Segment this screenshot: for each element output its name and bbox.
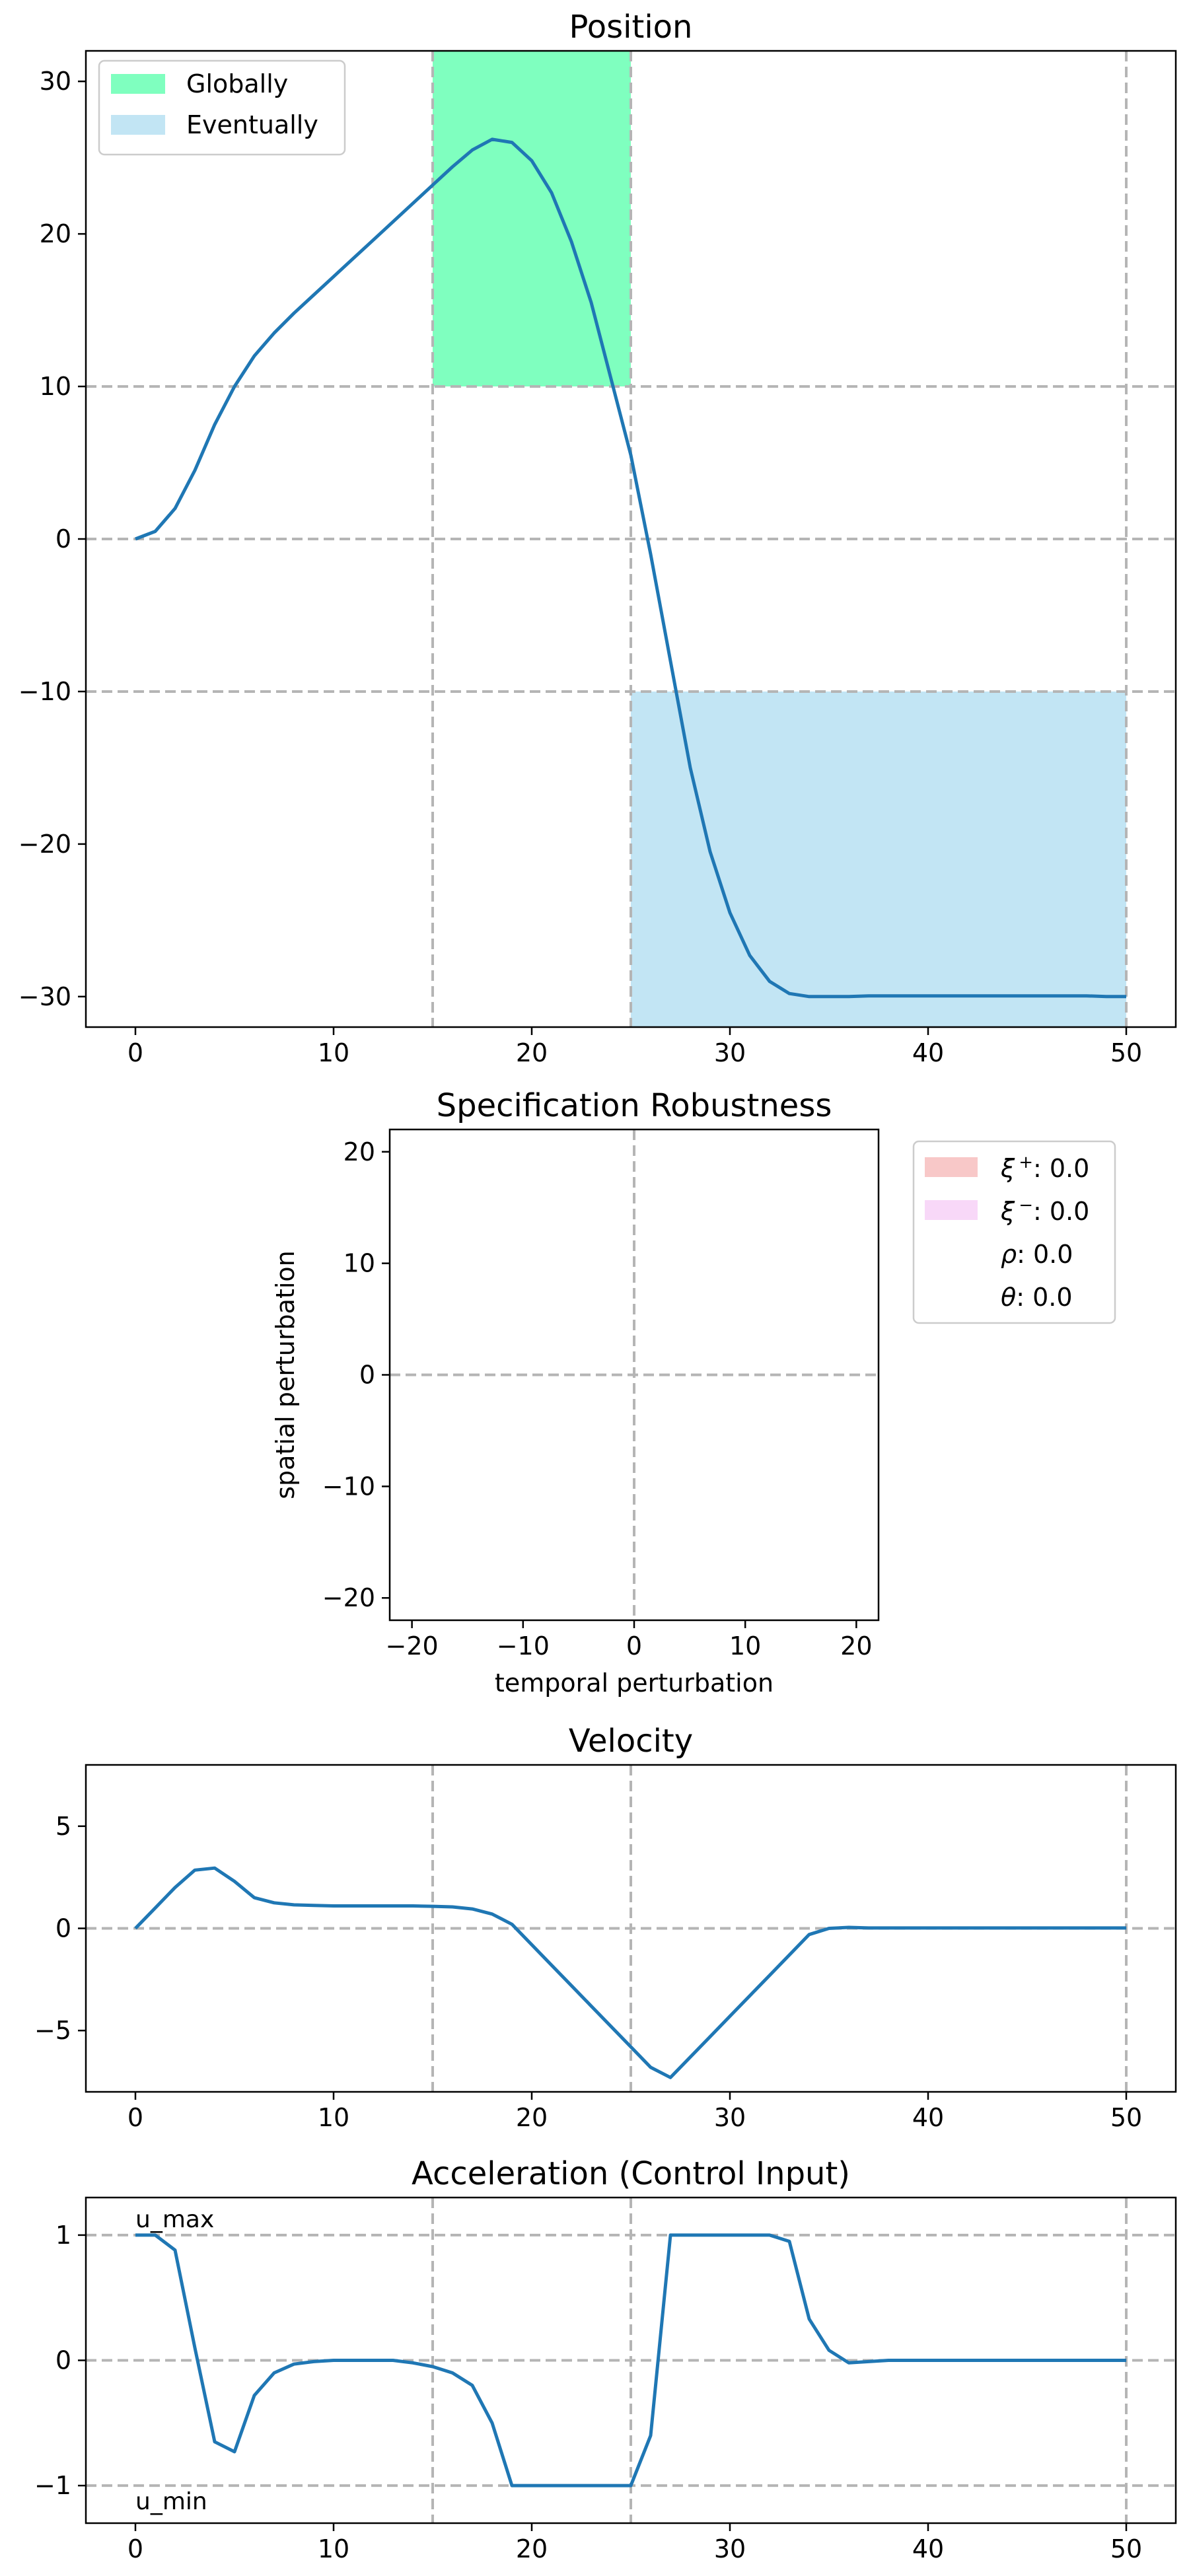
legend-value: : 0.0 (1033, 1197, 1089, 1226)
x-tick-label: 30 (714, 2103, 746, 2132)
x-tick-label: 40 (912, 2103, 944, 2132)
legend-symbol: θ (1001, 1283, 1016, 1312)
region-eventually (631, 691, 1126, 1027)
x-tick-label: 40 (912, 1038, 944, 1067)
chart-title: Specification Robustness (437, 1087, 832, 1124)
y-tick-label: 0 (359, 1361, 375, 1390)
chart-2: −20 −10 0 10 20 −20 −10 0 10 20 Specification Robu… (271, 1087, 1116, 1698)
x-tick-label: 0 (127, 1038, 143, 1067)
legend-symbol: ξ (1000, 1197, 1015, 1226)
y-tick-label: −10 (18, 677, 71, 706)
legend-swatch-eventually (111, 115, 165, 135)
chart-title: Velocity (569, 1723, 693, 1760)
annotation-u-max: u_max (135, 2206, 214, 2233)
legend-value: : 0.0 (1033, 1154, 1089, 1183)
legend-entry: ξ −: 0.0 (1000, 1196, 1089, 1226)
legend-label-eventually: Eventually (186, 110, 318, 139)
y-tick-label: −1 (34, 2471, 71, 2500)
x-tick-label: 10 (729, 1631, 761, 1661)
x-tick-label: −10 (497, 1631, 550, 1661)
y-tick-label: 20 (343, 1137, 375, 1166)
x-tick-label: 20 (516, 2534, 548, 2563)
x-tick-label: 40 (912, 2534, 944, 2563)
y-tick-label: −20 (322, 1583, 375, 1612)
y-tick-label: 0 (55, 2346, 71, 2375)
legend: Globally Eventually (98, 59, 346, 156)
legend-label-globally: Globally (186, 69, 288, 98)
legend-value: : 0.0 (1016, 1283, 1072, 1312)
x-tick-label: 20 (516, 2103, 548, 2132)
x-tick-label: 10 (318, 2103, 349, 2132)
legend-entry: ξ +: 0.0 (1000, 1153, 1089, 1183)
legend-symbol: ξ (1000, 1154, 1015, 1183)
chart-4: 0 10 20 30 40 50 −1 0 1 Acceleration (Control Inp… (34, 2155, 1177, 2563)
legend-entry: ρ: 0.0 (1001, 1240, 1073, 1269)
series-line (135, 2233, 1126, 2487)
legend: ξ +: 0.0ξ −: 0.0ρ: 0.0θ: 0.0 (912, 1140, 1116, 1324)
x-tick-label: 50 (1110, 2103, 1142, 2132)
x-tick-label: 0 (127, 2103, 143, 2132)
x-tick-label: 10 (318, 1038, 349, 1067)
legend-swatch-globally (111, 74, 165, 94)
legend-value: : 0.0 (1017, 1240, 1073, 1269)
legend-box (912, 1140, 1116, 1324)
legend-superscript: + (1019, 1153, 1033, 1172)
series-line (134, 1866, 1126, 2079)
y-tick-label: −30 (18, 982, 71, 1011)
chart-title: Acceleration (Control Input) (412, 2155, 850, 2192)
y-axis-label: spatial perturbation (271, 1250, 300, 1499)
annotation-u-min: u_min (135, 2488, 207, 2515)
x-tick-label: 20 (516, 1038, 548, 1067)
y-tick-label: −5 (34, 2016, 71, 2045)
y-tick-label: 10 (343, 1249, 375, 1278)
x-tick-label: 50 (1110, 2534, 1142, 2563)
x-tick-label: 10 (318, 2534, 349, 2563)
x-tick-label: 50 (1110, 1038, 1142, 1067)
series-line (135, 137, 1126, 999)
chart-1: 0 10 20 30 40 50 −30 −20 −10 0 10 20 30 Position Globa… (18, 9, 1177, 1067)
x-axis-label: temporal perturbation (495, 1668, 774, 1698)
x-tick-label: −20 (386, 1631, 439, 1661)
y-tick-label: −20 (18, 830, 71, 859)
y-tick-label: 20 (40, 219, 71, 248)
y-tick-label: 1 (55, 2221, 71, 2250)
x-tick-label: 0 (127, 2534, 143, 2563)
legend-swatch (925, 1157, 978, 1177)
y-tick-label: 0 (55, 1914, 71, 1943)
legend-swatch (925, 1200, 978, 1220)
x-tick-label: 30 (714, 1038, 746, 1067)
y-tick-label: −10 (322, 1472, 375, 1501)
y-tick-label: 10 (40, 372, 71, 401)
legend-entry: θ: 0.0 (1001, 1283, 1073, 1312)
chart-title: Position (569, 9, 693, 46)
x-tick-label: 20 (840, 1631, 872, 1661)
y-tick-label: 0 (55, 524, 71, 554)
chart-3: 0 10 20 30 40 50 −5 0 5 Velocity (34, 1723, 1177, 2132)
y-tick-label: 5 (55, 1812, 71, 1841)
x-tick-label: 0 (626, 1631, 642, 1661)
legend-symbol: ρ (1001, 1240, 1017, 1269)
x-tick-label: 30 (714, 2534, 746, 2563)
legend-superscript: − (1019, 1196, 1033, 1215)
y-tick-label: 30 (40, 67, 71, 96)
